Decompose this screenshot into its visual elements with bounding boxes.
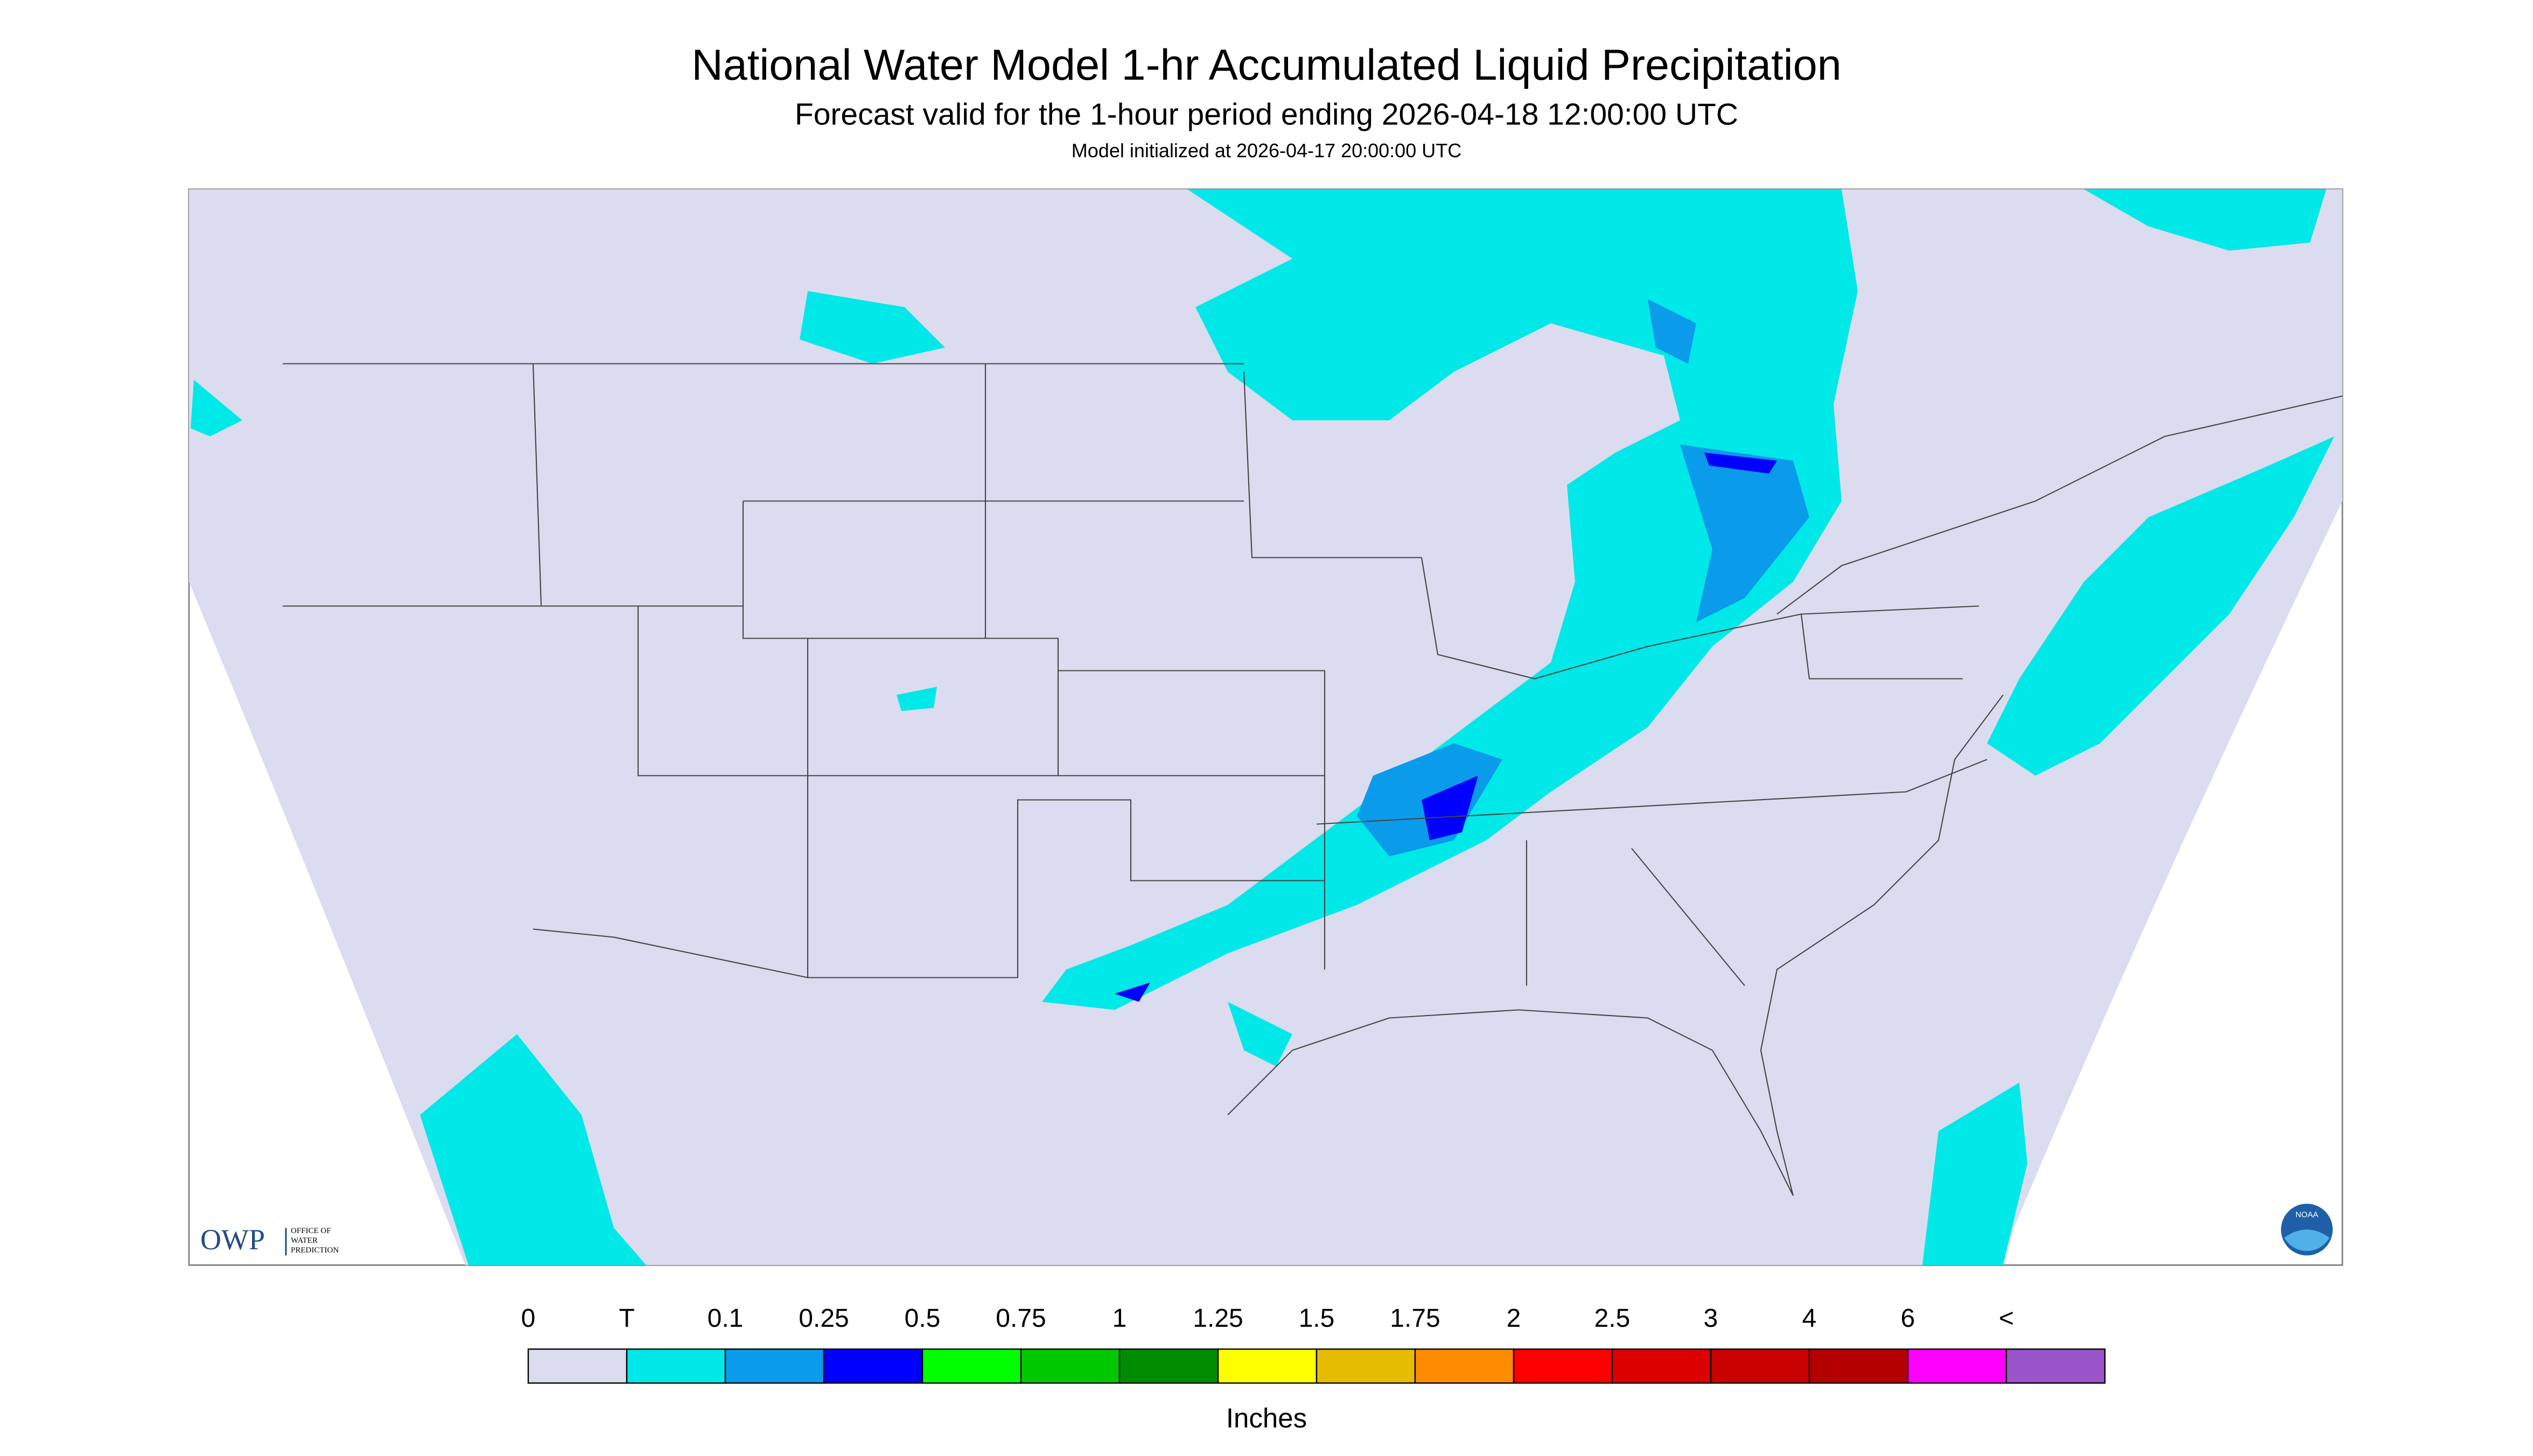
noaa-logo: NOAA xyxy=(2281,1203,2333,1256)
precip-sup xyxy=(1704,452,1777,474)
precip-pacific xyxy=(420,1034,646,1265)
colorbar-label: 2.5 xyxy=(1594,1304,1631,1333)
colorbar-label: < xyxy=(1999,1304,2014,1333)
colorbar-box xyxy=(1513,1348,1613,1384)
colorbar-label: 2 xyxy=(1507,1304,1521,1333)
colorbar-label: 1 xyxy=(1112,1304,1127,1333)
owp-logo-text: OWP xyxy=(200,1223,265,1256)
precip-wa xyxy=(191,380,242,437)
colorbar-label: 0.1 xyxy=(708,1304,744,1333)
colorbar-unit: Inches xyxy=(1226,1403,1307,1433)
colorbar-label: 0.5 xyxy=(905,1304,941,1333)
colorbar-label: 0.75 xyxy=(996,1304,1046,1333)
colorbar-box xyxy=(1710,1348,1810,1384)
precip-texas xyxy=(1228,1002,1292,1067)
precip-moderate xyxy=(1115,452,1777,1002)
colorbar-box xyxy=(1907,1348,2007,1384)
owp-name-line: WATER xyxy=(291,1236,318,1245)
colorbar-box xyxy=(823,1348,923,1384)
colorbar-box xyxy=(1118,1348,1219,1384)
precip-co xyxy=(897,687,937,711)
owp-name-line: PREDICTION xyxy=(291,1246,339,1255)
colorbar-label: 1.5 xyxy=(1299,1304,1335,1333)
colorbar-label: 6 xyxy=(1901,1304,1915,1333)
owp-logo: OWP OFFICE OF WATER PREDICTION xyxy=(200,1223,339,1256)
canada-border xyxy=(1776,395,2343,615)
precip-coast xyxy=(1987,436,2334,776)
colorbar: 0 T 0.1 0.25 0.5 0.75 1 1.25 1.5 1.75 2 2.5 3 4 6 < xyxy=(521,1304,2106,1384)
precip-on xyxy=(1648,299,1696,364)
precip-ne xyxy=(2084,189,2326,251)
colorbar-label: 0 xyxy=(521,1304,536,1333)
colorbar-box xyxy=(724,1348,825,1384)
init-time: Model initialized at 2026-04-17 20:00:00… xyxy=(1072,139,1461,162)
colorbar-box xyxy=(1611,1348,1712,1384)
colorbar-label: 3 xyxy=(1704,1304,1718,1333)
precip-lakes xyxy=(1680,444,1809,622)
colorbar-box xyxy=(1316,1348,1416,1384)
owp-name-line: OFFICE OF xyxy=(291,1227,331,1235)
colorbar-label: 4 xyxy=(1802,1304,1817,1333)
precip-mt xyxy=(800,291,945,364)
precip-ok xyxy=(1115,982,1150,1002)
coastline xyxy=(1227,694,2004,1196)
colorbar-label: 1.25 xyxy=(1193,1304,1243,1333)
title: National Water Model 1-hr Accumulated Li… xyxy=(691,41,1842,89)
colorbar-box xyxy=(1414,1348,1515,1384)
colorbar-box xyxy=(1020,1348,1121,1384)
precip-trace xyxy=(191,189,2334,1265)
colorbar-box xyxy=(527,1348,628,1384)
colorbar-label: 1.75 xyxy=(1390,1304,1440,1333)
map xyxy=(188,188,2343,1266)
colorbar-box xyxy=(921,1348,1022,1384)
colorbar-box xyxy=(626,1348,726,1384)
precip-core xyxy=(1422,775,1478,841)
precip-band xyxy=(1042,189,1858,1010)
colorbar-label: T xyxy=(619,1304,634,1333)
colorbar-label: 0.25 xyxy=(799,1304,849,1333)
colorbar-box xyxy=(2005,1348,2106,1384)
boundaries xyxy=(283,363,2343,1196)
precip-atlantic xyxy=(1922,1082,2027,1265)
noaa-wave xyxy=(2284,1229,2329,1251)
noaa-text: NOAA xyxy=(2296,1210,2319,1219)
colorbar-box xyxy=(1808,1348,1909,1384)
subtitle: Forecast valid for the 1-hour period end… xyxy=(795,97,1738,132)
colorbar-box xyxy=(1217,1348,1318,1384)
